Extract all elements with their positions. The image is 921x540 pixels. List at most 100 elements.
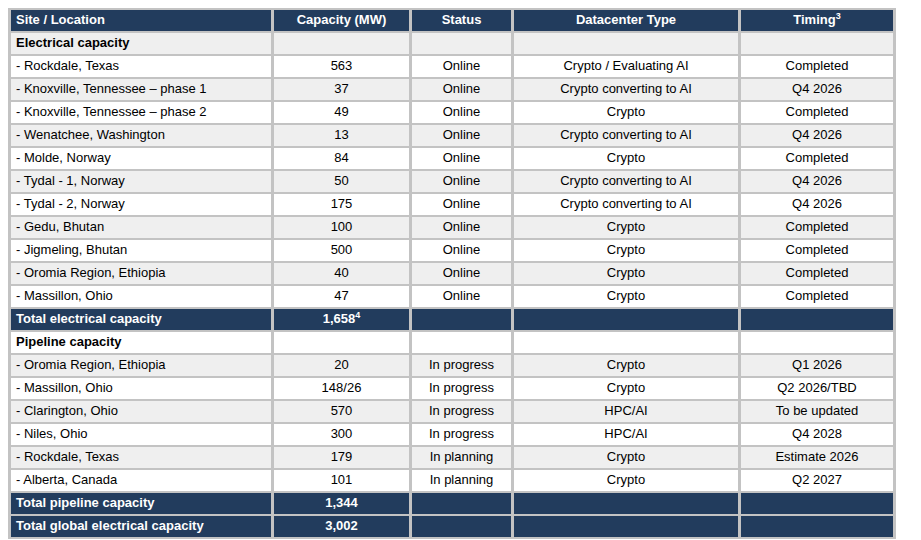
capacity-value: 100 — [331, 219, 353, 234]
timing-cell: Completed — [741, 286, 893, 307]
site-cell: - Knoxville, Tennessee – phase 2 — [11, 102, 271, 123]
total-row: Total pipeline capacity1,344 — [11, 493, 893, 514]
status-value: Online — [443, 81, 481, 96]
capacity-cell: 148/26 — [274, 378, 409, 399]
total-label: Total electrical capacity — [16, 311, 162, 326]
section-status-cell — [412, 33, 511, 54]
capacity-cell: 50 — [274, 171, 409, 192]
site-name: - Niles, Ohio — [16, 426, 88, 441]
timing-cell: Completed — [741, 56, 893, 77]
section-timing-cell — [741, 332, 893, 353]
timing-value: To be updated — [776, 403, 858, 418]
section-datacenter-type-cell — [514, 332, 738, 353]
site-cell: - Massillon, Ohio — [11, 378, 271, 399]
timing-value: Q1 2026 — [792, 357, 842, 372]
capacity-cell: 47 — [274, 286, 409, 307]
datacenter-type-value: Crypto / Evaluating AI — [563, 58, 688, 73]
site-cell: - Niles, Ohio — [11, 424, 271, 445]
capacity-value: 563 — [331, 58, 353, 73]
footnote-marker: 3 — [836, 11, 841, 21]
datacenter-type-cell: HPC/AI — [514, 424, 738, 445]
site-row: - Massillon, Ohio47OnlineCryptoCompleted — [11, 286, 893, 307]
site-name: - Tydal - 1, Norway — [16, 173, 125, 188]
timing-value: Completed — [786, 265, 849, 280]
datacenter-type-value: Crypto — [607, 265, 645, 280]
status-value: Online — [443, 150, 481, 165]
site-row: - Wenatchee, Washington13OnlineCrypto co… — [11, 125, 893, 146]
capacity-cell: 100 — [274, 217, 409, 238]
timing-value: Q4 2026 — [792, 81, 842, 96]
site-name: - Massillon, Ohio — [16, 380, 113, 395]
total-capacity-cell: 1,6584 — [274, 309, 409, 330]
footnote-marker: 4 — [355, 310, 360, 320]
site-cell: - Oromia Region, Ethiopia — [11, 355, 271, 376]
total-status-cell — [412, 493, 511, 514]
site-name: - Clarington, Ohio — [16, 403, 118, 418]
timing-cell: Q4 2026 — [741, 194, 893, 215]
timing-value: Q4 2028 — [792, 426, 842, 441]
site-cell: - Knoxville, Tennessee – phase 1 — [11, 79, 271, 100]
timing-value: Q4 2026 — [792, 127, 842, 142]
section-capacity-cell — [274, 33, 409, 54]
column-header-label: Capacity (MW) — [297, 12, 387, 27]
status-cell: In progress — [412, 424, 511, 445]
timing-cell: Completed — [741, 102, 893, 123]
section-header-row: Electrical capacity — [11, 33, 893, 54]
total-capacity-cell: 1,344 — [274, 493, 409, 514]
status-cell: Online — [412, 125, 511, 146]
status-cell: Online — [412, 240, 511, 261]
site-row: - Rockdale, Texas563OnlineCrypto / Evalu… — [11, 56, 893, 77]
datacenter-type-cell: Crypto converting to AI — [514, 125, 738, 146]
timing-value: Completed — [786, 150, 849, 165]
timing-cell: Q4 2026 — [741, 79, 893, 100]
total-timing-cell — [741, 309, 893, 330]
total-capacity-value: 1,344 — [325, 495, 358, 510]
capacity-cell: 179 — [274, 447, 409, 468]
total-timing-cell — [741, 516, 893, 537]
site-row: - Knoxville, Tennessee – phase 1 37 Online… — [11, 79, 893, 100]
status-value: Online — [443, 173, 481, 188]
timing-value: Q2 2027 — [792, 472, 842, 487]
total-status-cell — [412, 516, 511, 537]
capacity-table: Site / Location Capacity (MW) Status Dat… — [8, 8, 896, 539]
site-row: - Rockdale, Texas179In planningCryptoEst… — [11, 447, 893, 468]
datacenter-type-cell: Crypto — [514, 148, 738, 169]
status-value: Online — [443, 219, 481, 234]
capacity-cell: 570 — [274, 401, 409, 422]
datacenter-type-cell: Crypto converting to AI — [514, 171, 738, 192]
total-timing-cell — [741, 493, 893, 514]
capacity-cell: 49 — [274, 102, 409, 123]
section-status-cell — [412, 332, 511, 353]
total-status-cell — [412, 309, 511, 330]
status-value: In progress — [429, 426, 494, 441]
total-capacity-value: 3,002 — [325, 518, 358, 533]
timing-cell: Q4 2026 — [741, 125, 893, 146]
site-row: - Molde, Norway84OnlineCryptoCompleted — [11, 148, 893, 169]
datacenter-type-value: Crypto — [607, 104, 645, 119]
timing-cell: Q4 2028 — [741, 424, 893, 445]
status-value: Online — [443, 127, 481, 142]
site-name: - Knoxville, Tennessee – phase 1 — [16, 81, 207, 96]
capacity-cell: 40 — [274, 263, 409, 284]
site-name: - Jigmeling, Bhutan — [16, 242, 127, 257]
datacenter-type-value: Crypto — [607, 472, 645, 487]
capacity-value: 37 — [334, 81, 348, 96]
status-cell: Online — [412, 56, 511, 77]
datacenter-type-cell: Crypto — [514, 447, 738, 468]
site-row: - Oromia Region, Ethiopia20In progressCr… — [11, 355, 893, 376]
status-value: In planning — [430, 449, 494, 464]
capacity-cell: 175 — [274, 194, 409, 215]
status-value: Online — [443, 288, 481, 303]
capacity-value: 47 — [334, 288, 348, 303]
site-row: - Niles, Ohio300In progressHPC/AIQ4 2028 — [11, 424, 893, 445]
site-row: - Alberta, Canada101In planningCryptoQ2 … — [11, 470, 893, 491]
status-value: Online — [443, 242, 481, 257]
site-cell: - Tydal - 1, Norway — [11, 171, 271, 192]
site-name: - Knoxville, Tennessee – phase 2 — [16, 104, 207, 119]
site-row: - Oromia Region, Ethiopia40OnlineCryptoC… — [11, 263, 893, 284]
timing-cell: Completed — [741, 263, 893, 284]
timing-cell: Q4 2026 — [741, 171, 893, 192]
status-cell: Online — [412, 263, 511, 284]
datacenter-type-value: Crypto converting to AI — [560, 173, 692, 188]
timing-value: Completed — [786, 219, 849, 234]
